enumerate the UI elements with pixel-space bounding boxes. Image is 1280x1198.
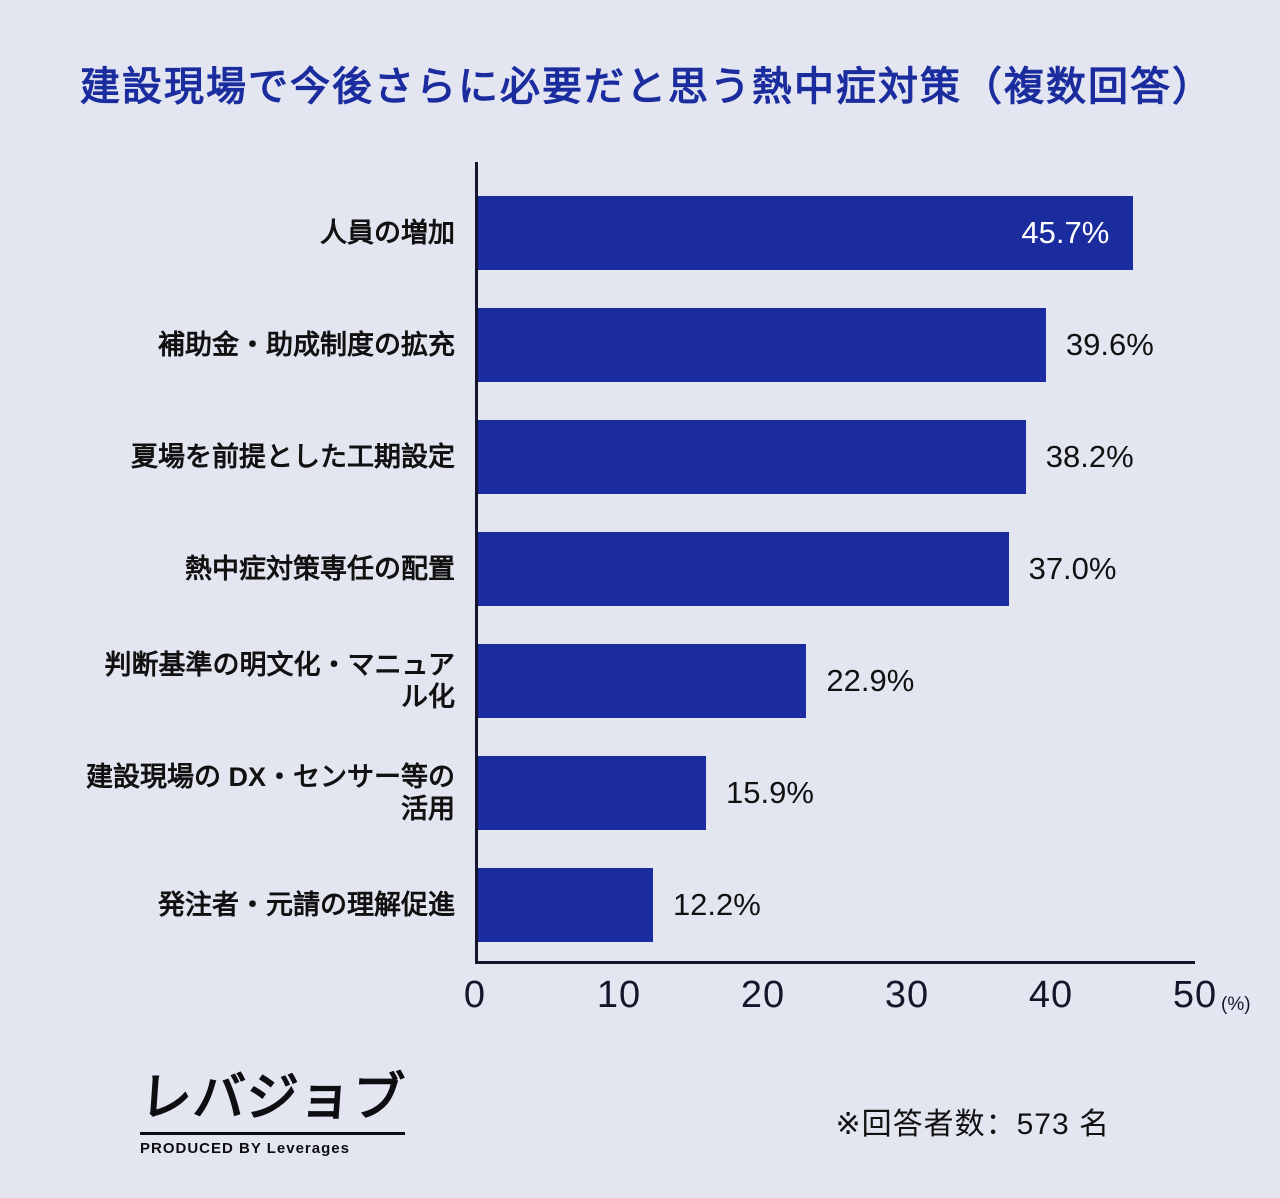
- axis-top-spacer: [80, 162, 1195, 177]
- bar-rows: 人員の増加 45.7% 補助金・助成制度の拡充 39.6% 夏場を前提とした工期設定 38…: [80, 177, 1195, 961]
- bar-track: 15.9%: [475, 737, 1195, 849]
- infographic: 建設現場で今後さらに必要だと思う熱中症対策（複数回答） 人員の増加 45.7% 補助…: [80, 65, 1251, 1157]
- value-label: 39.6%: [1065, 327, 1154, 362]
- chart-title: 建設現場で今後さらに必要だと思う熱中症対策（複数回答）: [80, 65, 1214, 109]
- bar-row: 熱中症対策専任の配置 37.0%: [80, 513, 1195, 625]
- x-tick-label: 40: [1028, 974, 1074, 1016]
- value-label: 12.2%: [672, 887, 761, 922]
- category-label: 人員の増加: [320, 217, 455, 248]
- bar-row: 建設現場の DX・センサー等の活用 15.9%: [80, 737, 1195, 849]
- bar-track: 22.9%: [475, 625, 1195, 737]
- bar: [478, 644, 807, 718]
- value-label: 37.0%: [1028, 551, 1117, 586]
- logo: レバジョブ PRODUCED BY Leverages: [137, 1069, 408, 1157]
- x-axis: 0 10 20 30 40 50 (%): [464, 961, 1251, 1023]
- bar: [478, 308, 1046, 382]
- value-label: 38.2%: [1045, 439, 1134, 474]
- value-label: 45.7%: [1021, 215, 1110, 250]
- bar: [478, 756, 706, 830]
- bar: [478, 532, 1009, 606]
- value-label: 22.9%: [826, 663, 915, 698]
- bar-track: 39.6%: [475, 289, 1195, 401]
- category-label: 夏場を前提とした工期設定: [131, 441, 455, 472]
- category-label: 判断基準の明文化・マニュアル化: [104, 649, 455, 712]
- bar-row: 夏場を前提とした工期設定 38.2%: [80, 401, 1195, 513]
- bar-track: 38.2%: [475, 401, 1195, 513]
- x-axis-unit: (%): [1221, 994, 1251, 1015]
- category-label: 熱中症対策専任の配置: [185, 553, 455, 584]
- category-label: 建設現場の DX・センサー等の活用: [85, 761, 455, 824]
- bar-row: 判断基準の明文化・マニュアル化 22.9%: [80, 625, 1195, 737]
- x-tick-label: 10: [596, 974, 642, 1016]
- x-tick-label: 20: [740, 974, 786, 1016]
- bar: [478, 420, 1026, 494]
- bar: [478, 868, 653, 942]
- footer: レバジョブ PRODUCED BY Leverages ※回答者数：573 名: [80, 1069, 1195, 1157]
- bar-track: 12.2%: [475, 849, 1195, 961]
- category-label: 発注者・元請の理解促進: [158, 889, 455, 920]
- x-tick-label: 50: [1172, 974, 1218, 1016]
- bar-track: 45.7%: [475, 177, 1195, 289]
- bar: 45.7%: [478, 196, 1134, 270]
- x-tick-label: 30: [884, 974, 930, 1016]
- bar-chart: 人員の増加 45.7% 補助金・助成制度の拡充 39.6% 夏場を前提とした工期設定 38…: [80, 162, 1251, 1023]
- category-label: 補助金・助成制度の拡充: [158, 329, 455, 360]
- bar-row: 人員の増加 45.7%: [80, 177, 1195, 289]
- bar-track: 37.0%: [475, 513, 1195, 625]
- logo-text: レバジョブ: [137, 1069, 408, 1127]
- bar-row: 補助金・助成制度の拡充 39.6%: [80, 289, 1195, 401]
- respondents-note: ※回答者数：573 名: [835, 1107, 1110, 1141]
- x-tick-label: 0: [463, 974, 487, 1016]
- bar-row: 発注者・元請の理解促進 12.2%: [80, 849, 1195, 961]
- value-label: 15.9%: [726, 775, 814, 810]
- logo-subtext: PRODUCED BY Leverages: [140, 1131, 406, 1157]
